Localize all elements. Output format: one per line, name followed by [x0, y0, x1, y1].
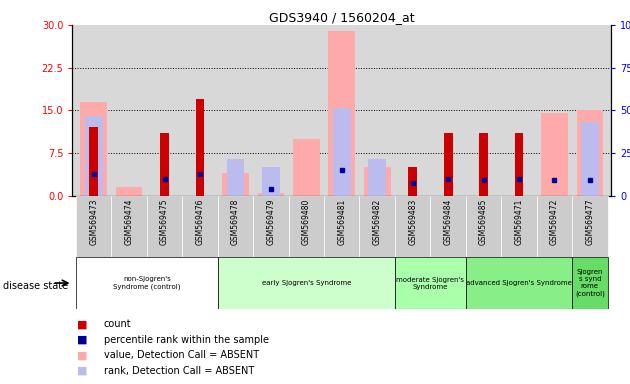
Bar	[501, 196, 537, 257]
Text: percentile rank within the sample: percentile rank within the sample	[104, 335, 269, 345]
Text: GSM569476: GSM569476	[195, 199, 205, 245]
Bar	[289, 196, 324, 257]
Bar	[466, 196, 501, 257]
Bar	[116, 187, 142, 196]
Bar	[364, 167, 391, 196]
Bar	[85, 116, 103, 196]
Bar	[324, 196, 360, 257]
Bar	[572, 196, 607, 257]
Bar	[218, 196, 253, 257]
Bar	[479, 133, 488, 196]
Bar	[262, 167, 280, 196]
Bar	[581, 122, 598, 196]
Bar	[147, 196, 182, 257]
Bar	[81, 102, 107, 196]
Bar	[222, 173, 249, 196]
Bar	[227, 159, 244, 196]
Bar	[541, 113, 568, 196]
Text: early Sjogren's Syndrome: early Sjogren's Syndrome	[261, 280, 351, 286]
Text: GSM569472: GSM569472	[550, 199, 559, 245]
Text: count: count	[104, 319, 132, 329]
Bar	[515, 133, 524, 196]
Text: GSM569479: GSM569479	[266, 199, 275, 245]
Bar	[395, 257, 466, 309]
Text: GSM569483: GSM569483	[408, 199, 417, 245]
Bar	[195, 99, 205, 196]
Title: GDS3940 / 1560204_at: GDS3940 / 1560204_at	[269, 11, 415, 24]
Bar	[444, 133, 452, 196]
Bar	[572, 257, 607, 309]
Text: GSM569482: GSM569482	[373, 199, 382, 245]
Text: ■: ■	[77, 335, 87, 345]
Bar	[430, 196, 466, 257]
Text: GSM569474: GSM569474	[125, 199, 134, 245]
Text: GSM569477: GSM569477	[585, 199, 594, 245]
Bar	[160, 133, 169, 196]
Text: GSM569478: GSM569478	[231, 199, 240, 245]
Bar	[408, 167, 417, 196]
Text: Sjogren
s synd
rome
(control): Sjogren s synd rome (control)	[575, 270, 605, 297]
Text: GSM569473: GSM569473	[89, 199, 98, 245]
Bar	[576, 111, 603, 196]
Text: non-Sjogren's
Syndrome (control): non-Sjogren's Syndrome (control)	[113, 276, 181, 290]
Bar	[182, 196, 218, 257]
Text: moderate Sjogren's
Syndrome: moderate Sjogren's Syndrome	[396, 277, 464, 290]
Text: GSM569481: GSM569481	[337, 199, 346, 245]
Bar	[293, 139, 319, 196]
Text: ■: ■	[77, 319, 87, 329]
Text: ■: ■	[77, 350, 87, 360]
Text: value, Detection Call = ABSENT: value, Detection Call = ABSENT	[104, 350, 259, 360]
Bar	[253, 196, 289, 257]
Text: GSM569475: GSM569475	[160, 199, 169, 245]
Text: disease state: disease state	[3, 281, 68, 291]
Text: ■: ■	[77, 366, 87, 376]
Bar	[395, 196, 430, 257]
Bar	[537, 196, 572, 257]
Text: GSM569485: GSM569485	[479, 199, 488, 245]
Bar	[333, 108, 351, 196]
Bar	[89, 127, 98, 196]
Bar	[258, 193, 284, 196]
Bar	[76, 257, 218, 309]
Bar	[466, 257, 572, 309]
Bar	[360, 196, 395, 257]
Text: GSM569480: GSM569480	[302, 199, 311, 245]
Bar	[369, 159, 386, 196]
Text: GSM569484: GSM569484	[444, 199, 452, 245]
Text: GSM569471: GSM569471	[515, 199, 524, 245]
Text: rank, Detection Call = ABSENT: rank, Detection Call = ABSENT	[104, 366, 254, 376]
Bar	[328, 31, 355, 196]
Bar	[218, 257, 395, 309]
Bar	[76, 196, 112, 257]
Bar	[112, 196, 147, 257]
Text: advanced Sjogren's Syndrome: advanced Sjogren's Syndrome	[466, 280, 572, 286]
